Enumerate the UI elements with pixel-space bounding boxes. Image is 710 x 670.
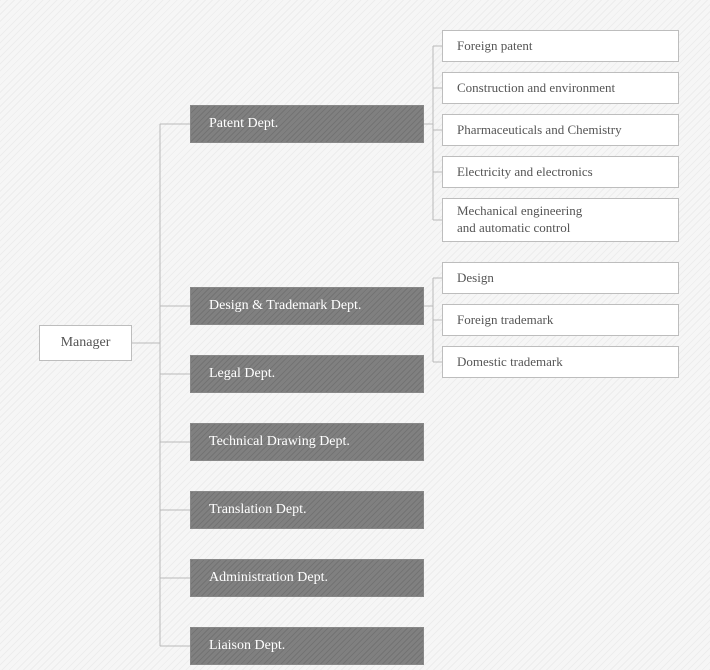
org-chart-canvas: Manager Patent Dept. Foreign patent Constru…	[0, 0, 710, 670]
leaf-node-patent-1: Construction and environment	[442, 72, 679, 104]
dept-node-patent: Patent Dept.	[190, 105, 424, 143]
dept-node-liais-label: Liaison Dept.	[209, 638, 285, 654]
dept-node-tech: Technical Drawing Dept.	[190, 423, 424, 461]
dept-node-trans-label: Translation Dept.	[209, 502, 306, 518]
root-node-manager: Manager	[39, 325, 132, 361]
dept-node-liais: Liaison Dept.	[190, 627, 424, 665]
dept-node-design-label: Design & Trademark Dept.	[209, 298, 361, 314]
leaf-node-patent-3-label: Electricity and electronics	[457, 164, 593, 181]
root-node-manager-label: Manager	[61, 335, 111, 351]
leaf-node-patent-4: Mechanical engineering and automatic con…	[442, 198, 679, 242]
leaf-node-patent-2: Pharmaceuticals and Chemistry	[442, 114, 679, 146]
dept-node-admin-label: Administration Dept.	[209, 570, 328, 586]
leaf-node-patent-1-label: Construction and environment	[457, 80, 615, 97]
dept-node-legal-label: Legal Dept.	[209, 366, 275, 382]
dept-node-design: Design & Trademark Dept.	[190, 287, 424, 325]
dept-node-patent-label: Patent Dept.	[209, 116, 278, 132]
leaf-node-design-2-label: Domestic trademark	[457, 354, 563, 371]
dept-node-trans: Translation Dept.	[190, 491, 424, 529]
leaf-node-design-0-label: Design	[457, 270, 494, 287]
leaf-node-design-1: Foreign trademark	[442, 304, 679, 336]
dept-node-legal: Legal Dept.	[190, 355, 424, 393]
leaf-node-patent-2-label: Pharmaceuticals and Chemistry	[457, 122, 622, 139]
dept-node-admin: Administration Dept.	[190, 559, 424, 597]
leaf-node-design-1-label: Foreign trademark	[457, 312, 553, 329]
dept-node-tech-label: Technical Drawing Dept.	[209, 434, 350, 450]
leaf-node-patent-0: Foreign patent	[442, 30, 679, 62]
leaf-node-design-0: Design	[442, 262, 679, 294]
leaf-node-patent-3: Electricity and electronics	[442, 156, 679, 188]
leaf-node-patent-0-label: Foreign patent	[457, 38, 532, 55]
leaf-node-design-2: Domestic trademark	[442, 346, 679, 378]
leaf-node-patent-4-label: Mechanical engineering and automatic con…	[457, 203, 582, 237]
